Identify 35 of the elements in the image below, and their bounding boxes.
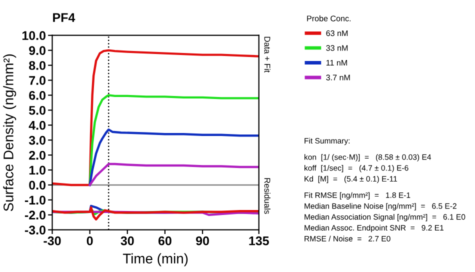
y-tick-label: 0.0: [29, 180, 46, 190]
x-tick-label: 0: [86, 236, 93, 246]
y-tick-label: 2.0: [29, 150, 46, 160]
text: Data + Fit: [264, 36, 270, 73]
y-tick-label: -3.0: [24, 226, 46, 235]
x-tick-label: -30: [44, 236, 61, 246]
y-tick-label: 10.0: [22, 31, 46, 40]
text: Residuals: [264, 178, 270, 214]
legend-label: 11 nM: [326, 60, 347, 66]
line-series: [52, 206, 259, 220]
x-tick-label: 135: [249, 236, 269, 246]
y-tick-label: 9.0: [29, 46, 46, 55]
y-tick-label: 7.0: [29, 76, 46, 85]
legend-label: 3.7 nM: [326, 74, 350, 80]
chart-title: PF4: [53, 13, 76, 22]
x-axis-title: Time (min): [122, 253, 188, 266]
y-tick-label: 5.0: [29, 106, 46, 115]
legend-label: 33 nM: [326, 45, 348, 51]
y-axis-title: Surface Density (ng/mm²): [3, 54, 16, 212]
x-tick-label: 60: [158, 236, 172, 246]
y-tick-label: 1.0: [29, 166, 46, 175]
legend-label: 63 nM: [326, 30, 348, 36]
x-tick-label: 30: [120, 236, 134, 246]
line-series: [52, 49, 259, 186]
line-series: [88, 94, 259, 186]
y-tick-label: 6.0: [29, 91, 46, 100]
line-series: [88, 162, 259, 186]
legend-title: Probe Conc.: [307, 15, 351, 22]
y-tick-label: -2.0: [24, 210, 46, 220]
x-tick-label: 90: [196, 236, 209, 246]
y-tick-label: -1.0: [24, 196, 46, 205]
y-tick-label: 8.0: [29, 61, 46, 70]
y-tick-label: 4.0: [28, 120, 46, 130]
y-tick-label: 3.0: [28, 136, 46, 145]
line-series: [88, 128, 259, 186]
